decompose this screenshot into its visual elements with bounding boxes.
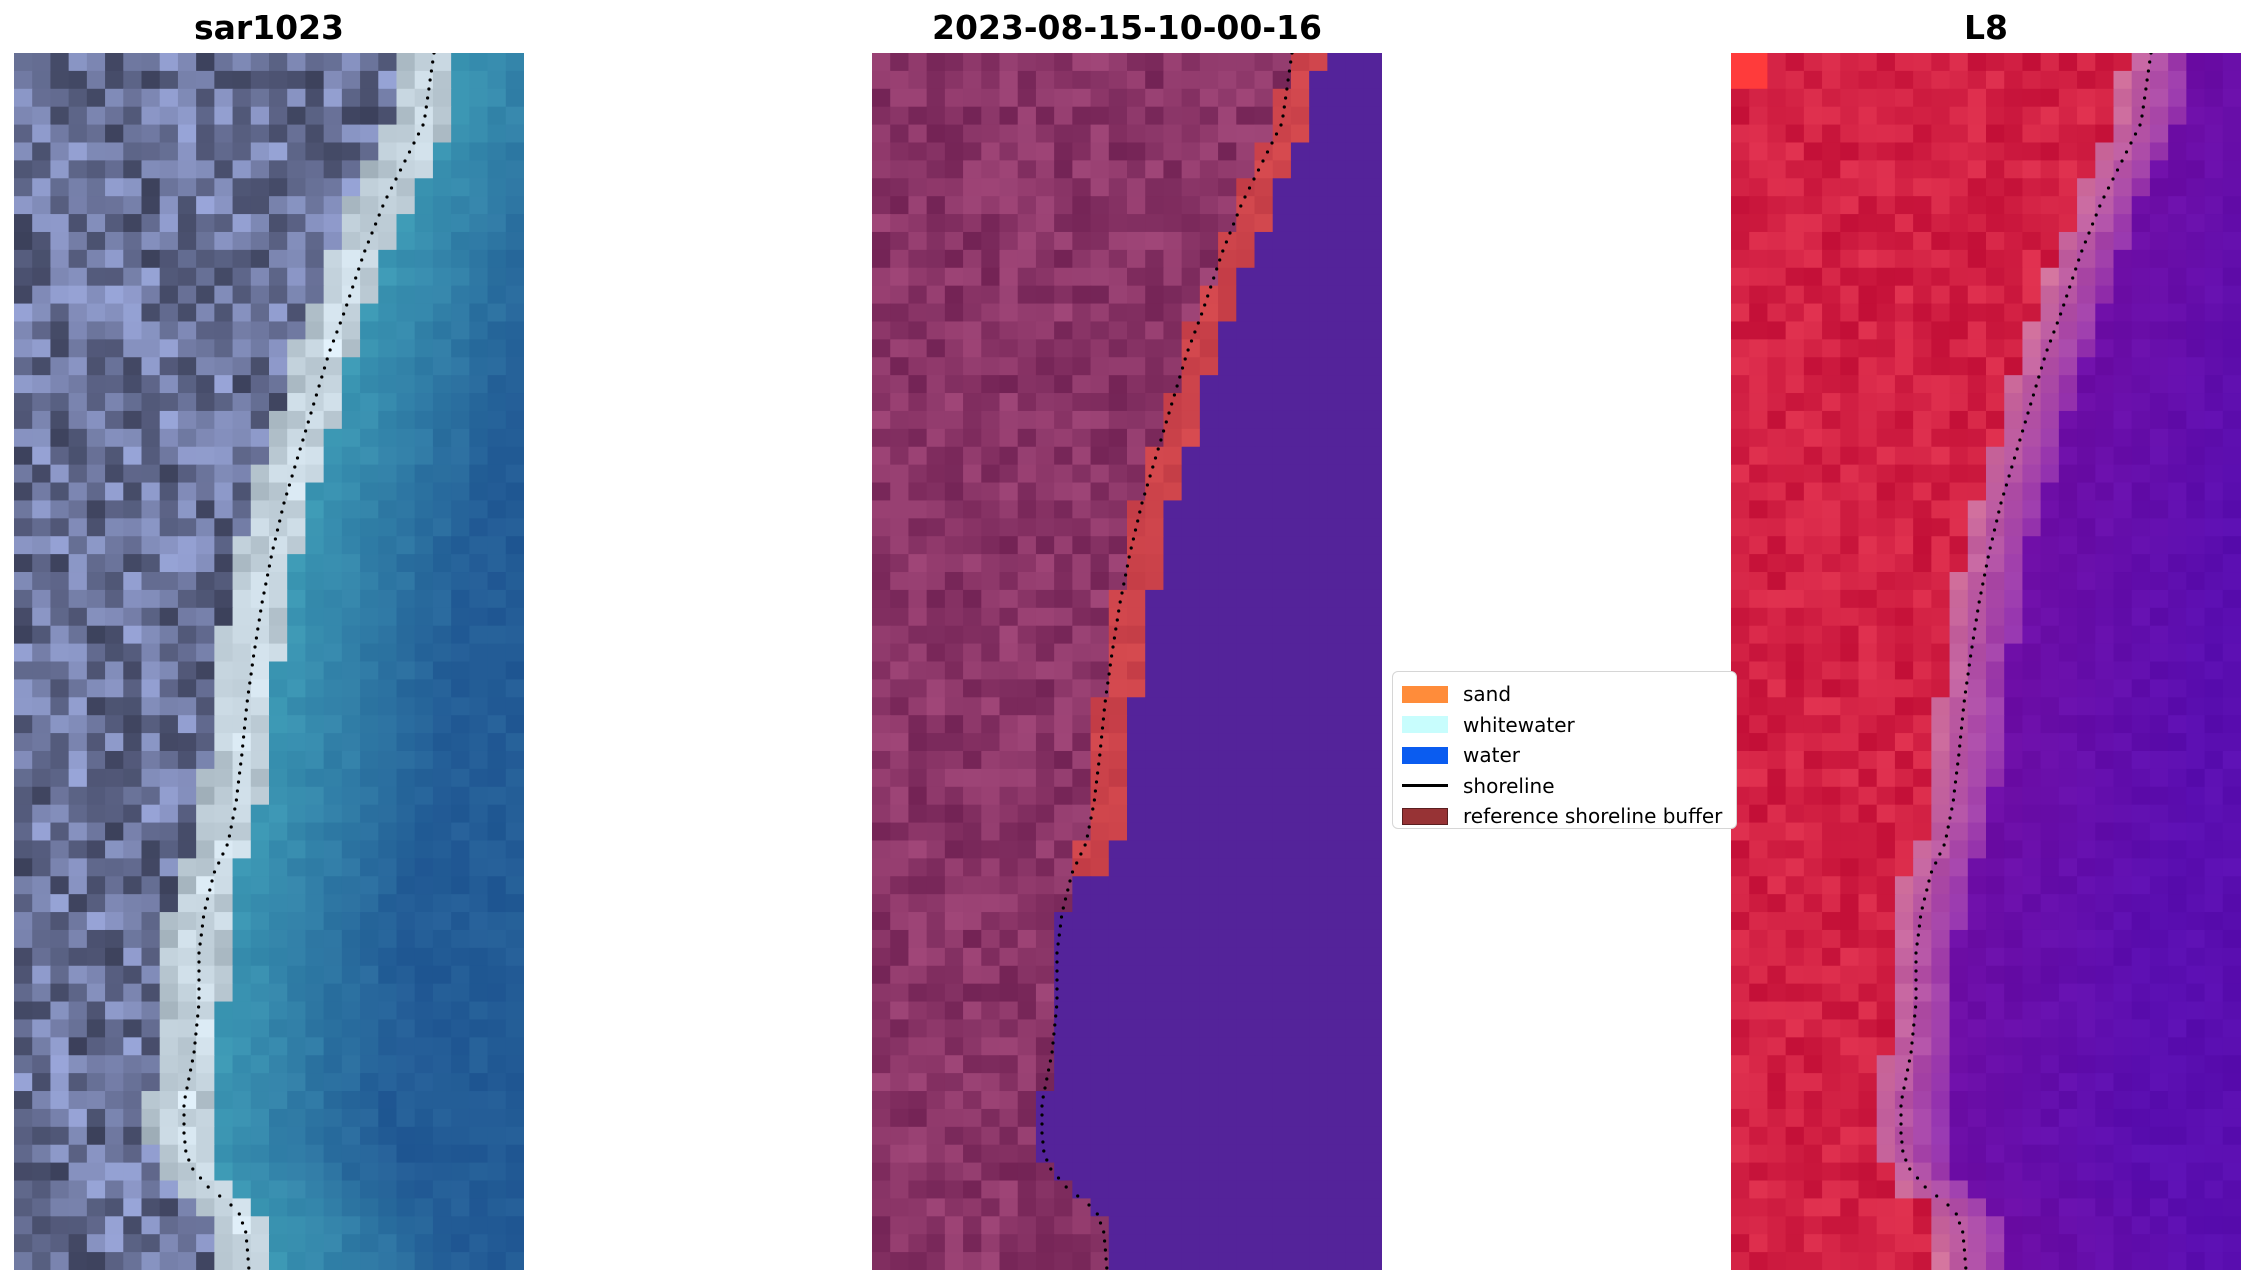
index-image-canvas <box>1731 53 2241 1270</box>
sand-swatch <box>1402 685 1448 703</box>
panel-title-sar1023: sar1023 <box>193 8 345 47</box>
legend-label: water <box>1463 743 1520 768</box>
rgb-image-canvas <box>14 53 524 1270</box>
legend-item-sand: sand <box>1402 679 1736 710</box>
panel-title-l8: L8 <box>1964 8 2008 47</box>
classified-image <box>872 53 1382 1270</box>
legend: sand whitewater water shoreline referenc… <box>1392 671 1737 829</box>
legend-label: sand <box>1463 682 1512 707</box>
legend-item-reference-buffer: reference shoreline buffer <box>1402 801 1736 832</box>
rgb-satellite-image <box>14 53 524 1270</box>
legend-label: shoreline <box>1463 773 1555 798</box>
legend-label: reference shoreline buffer <box>1463 804 1723 829</box>
water-swatch <box>1402 746 1448 764</box>
shoreline-dots <box>1899 53 2153 1270</box>
index-pixel-grid <box>1731 53 2241 1270</box>
legend-item-whitewater: whitewater <box>1402 710 1736 741</box>
legend-item-shoreline: shoreline <box>1402 771 1736 802</box>
whitewater-swatch <box>1402 716 1448 734</box>
legend-label: whitewater <box>1463 712 1575 737</box>
panel-title-date: 2023-08-15-10-00-16 <box>932 8 1322 47</box>
rgb-pixel-grid <box>14 53 524 1270</box>
classified-image-canvas <box>872 53 1382 1270</box>
shoreline-dots <box>182 53 436 1270</box>
legend-item-water: water <box>1402 740 1736 771</box>
classified-pixel-grid <box>872 53 1382 1270</box>
index-image <box>1731 53 2241 1270</box>
reference-buffer-swatch <box>1402 807 1448 825</box>
shoreline-dots <box>1040 53 1294 1270</box>
shoreline-line-swatch <box>1402 784 1448 788</box>
